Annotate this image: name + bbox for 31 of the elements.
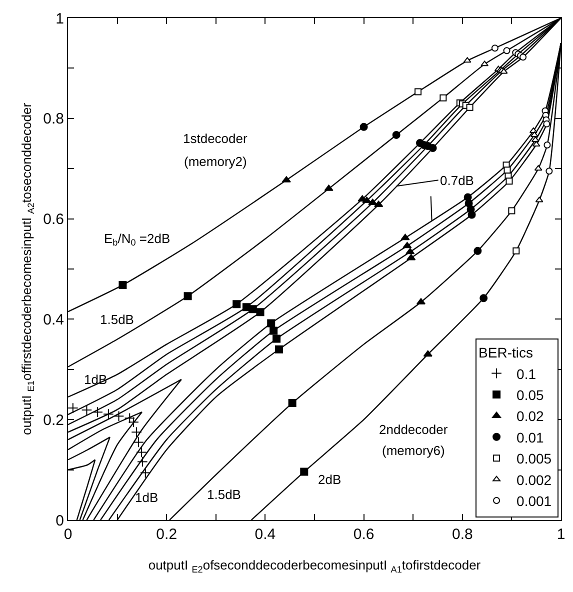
- annotation: 2dB: [318, 472, 342, 487]
- legend-label: 0.02: [516, 408, 544, 424]
- annotation: 2nddecoder: [379, 422, 448, 437]
- legend-label: 0.002: [516, 472, 552, 488]
- legend-label: 0.1: [516, 366, 536, 382]
- legend-label: 0.05: [516, 386, 544, 403]
- y-tick-label: 0: [56, 512, 64, 530]
- y-tick-label: 0.8: [43, 110, 64, 128]
- legend-title: BER-tics: [478, 344, 533, 361]
- annotation: 1dB: [84, 372, 108, 387]
- legend-label: 0.001: [516, 492, 552, 509]
- x-tick-label: 0.2: [156, 526, 178, 543]
- annotation: (memory6): [382, 443, 445, 458]
- x-tick-label: 0.8: [452, 526, 473, 543]
- y-tick-label: 0.6: [43, 211, 64, 228]
- annotation: 1.5dB: [100, 312, 134, 327]
- annotation: (memory2): [184, 154, 247, 169]
- legend-label: 0.005: [516, 450, 552, 467]
- annotation: 1stdecoder: [183, 131, 248, 146]
- y-tick-label: 0.4: [43, 311, 64, 328]
- x-tick-label: 0.4: [254, 526, 276, 543]
- y-tick-label: 1: [56, 10, 64, 28]
- annotation: 1.5dB: [207, 487, 241, 502]
- x-axis-title: outputI $_{E2}$ofseconddecoderbecomesinputI $_{A1}$tofirstdecoder: [148, 558, 482, 574]
- y-tick-label: 0.2: [43, 412, 64, 429]
- annotation: E$_{b}$/N$_{0}$ =2dB: [104, 231, 170, 248]
- x-tick-label: 0.6: [353, 526, 374, 543]
- x-tick-label: 1: [556, 526, 566, 543]
- legend-label: 0.01: [516, 429, 544, 446]
- annotation: 1dB: [135, 490, 158, 505]
- annotation: 0.7dB: [440, 173, 474, 188]
